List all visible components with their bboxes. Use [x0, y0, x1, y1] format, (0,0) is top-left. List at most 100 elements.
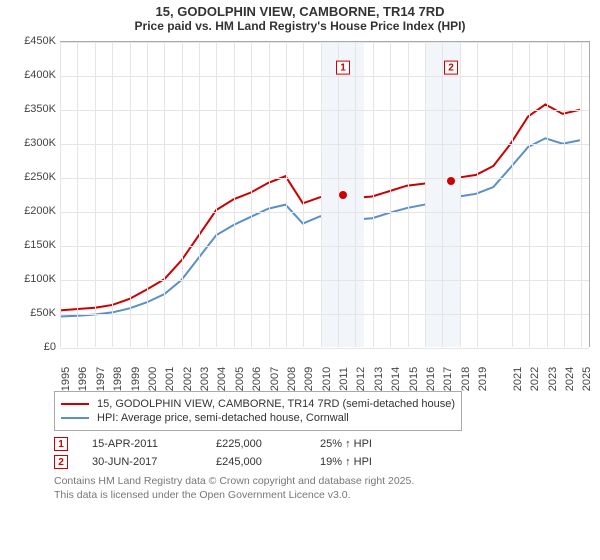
x-axis-tick-label: 2010: [321, 367, 333, 391]
x-axis-tick-label: 2000: [147, 367, 159, 391]
grid-line-h: [60, 212, 589, 213]
footer-line-1: Contains HM Land Registry data © Crown c…: [54, 475, 596, 489]
grid-line-v: [286, 42, 287, 347]
x-axis-tick-label: 2015: [408, 367, 420, 391]
grid-line-v: [425, 42, 426, 347]
x-axis-tick-label: 2008: [286, 367, 298, 391]
chart-container: 15, GODOLPHIN VIEW, CAMBORNE, TR14 7RD P…: [0, 0, 600, 508]
grid-line-v: [216, 42, 217, 347]
grid-line-v: [199, 42, 200, 347]
sale-marker-dot: [339, 191, 347, 199]
y-axis-tick-label: £350K: [12, 103, 56, 115]
x-axis-tick-label: 2001: [164, 367, 176, 391]
grid-line-v: [251, 42, 252, 347]
y-axis-tick-label: £50K: [12, 307, 56, 319]
plot-area: 12: [60, 41, 590, 347]
x-axis-tick-label: 2009: [303, 367, 315, 391]
sales-table: 115-APR-2011£225,00025% ↑ HPI230-JUN-201…: [54, 437, 596, 469]
sale-row-marker: 2: [54, 455, 68, 469]
x-axis-tick-label: 2013: [373, 367, 385, 391]
grid-line-v: [442, 42, 443, 347]
grid-line-v: [547, 42, 548, 347]
grid-line-v: [390, 42, 391, 347]
grid-line-v: [269, 42, 270, 347]
chart-title-sub: Price paid vs. HM Land Registry's House …: [4, 19, 596, 33]
x-axis-tick-label: 2011: [338, 367, 350, 391]
grid-line-h: [60, 348, 589, 349]
grid-line-h: [60, 280, 589, 281]
footer-line-2: This data is licensed under the Open Gov…: [54, 489, 596, 503]
x-axis-tick-label: 2012: [355, 367, 367, 391]
grid-line-v: [112, 42, 113, 347]
y-axis-tick-label: £300K: [12, 137, 56, 149]
y-axis-tick-label: £200K: [12, 205, 56, 217]
x-axis-tick-label: 2005: [234, 367, 246, 391]
sale-marker-label: 2: [444, 61, 458, 75]
grid-line-v: [182, 42, 183, 347]
grid-line-v: [373, 42, 374, 347]
grid-line-v: [581, 42, 582, 347]
grid-line-h: [60, 144, 589, 145]
grid-line-v: [477, 42, 478, 347]
y-axis-tick-label: £150K: [12, 239, 56, 251]
x-axis-tick-label: 2003: [199, 367, 211, 391]
grid-line-h: [60, 42, 589, 43]
grid-line-h: [60, 178, 589, 179]
x-axis-tick-label: 2006: [251, 367, 263, 391]
x-axis-tick-label: 1999: [130, 367, 142, 391]
grid-line-v: [564, 42, 565, 347]
x-axis-tick-label: 2023: [547, 367, 559, 391]
grid-line-v: [234, 42, 235, 347]
x-axis-tick-label: 2022: [529, 367, 541, 391]
grid-line-v: [95, 42, 96, 347]
sale-price: £225,000: [216, 438, 296, 450]
plot-wrap: 12 £0£50K£100K£150K£200K£250K£300K£350K£…: [12, 37, 594, 387]
y-axis-tick-label: £250K: [12, 171, 56, 183]
legend-swatch: [61, 403, 89, 405]
legend-label: 15, GODOLPHIN VIEW, CAMBORNE, TR14 7RD (…: [97, 398, 455, 410]
sale-row: 2 30-JUN-2017 £245,000 19% ↑ HPI: [54, 455, 596, 469]
grid-line-h: [60, 314, 589, 315]
grid-line-v: [77, 42, 78, 347]
x-axis-tick-label: 2017: [442, 367, 454, 391]
y-axis-tick-label: £100K: [12, 273, 56, 285]
grid-line-v: [164, 42, 165, 347]
grid-line-v: [512, 42, 513, 347]
sale-hpi-delta: 25% ↑ HPI: [320, 438, 410, 450]
y-axis-tick-label: £0: [12, 341, 56, 353]
sale-price: £245,000: [216, 456, 296, 468]
footer-attribution: Contains HM Land Registry data © Crown c…: [54, 475, 596, 502]
grid-line-v: [321, 42, 322, 347]
sale-date: 30-JUN-2017: [92, 456, 192, 468]
grid-line-h: [60, 246, 589, 247]
chart-title-main: 15, GODOLPHIN VIEW, CAMBORNE, TR14 7RD: [4, 4, 596, 19]
legend-swatch: [61, 417, 89, 419]
grid-line-v: [303, 42, 304, 347]
grid-line-v: [147, 42, 148, 347]
sale-marker-label: 1: [336, 61, 350, 75]
grid-line-v: [60, 42, 61, 347]
sale-row-marker: 1: [54, 437, 68, 451]
legend-label: HPI: Average price, semi-detached house,…: [97, 412, 349, 424]
x-axis-tick-label: 1998: [112, 367, 124, 391]
y-axis-tick-label: £450K: [12, 35, 56, 47]
y-axis-tick-label: £400K: [12, 69, 56, 81]
grid-line-h: [60, 76, 589, 77]
sale-marker-dot: [447, 177, 455, 185]
x-axis-tick-label: 1995: [60, 367, 72, 391]
grid-line-v: [460, 42, 461, 347]
legend: 15, GODOLPHIN VIEW, CAMBORNE, TR14 7RD (…: [54, 391, 462, 431]
x-axis-tick-label: 1997: [95, 367, 107, 391]
grid-line-h: [60, 110, 589, 111]
x-axis-tick-label: 2018: [460, 367, 472, 391]
legend-row: HPI: Average price, semi-detached house,…: [61, 412, 455, 424]
sale-hpi-delta: 19% ↑ HPI: [320, 456, 410, 468]
x-axis-tick-label: 2007: [269, 367, 281, 391]
x-axis-tick-label: 2004: [216, 367, 228, 391]
x-axis-tick-label: 2014: [390, 367, 402, 391]
grid-line-v: [355, 42, 356, 347]
x-axis-tick-label: 2024: [564, 367, 576, 391]
grid-line-v: [529, 42, 530, 347]
grid-line-v: [408, 42, 409, 347]
x-axis-tick-label: 2019: [477, 367, 489, 391]
